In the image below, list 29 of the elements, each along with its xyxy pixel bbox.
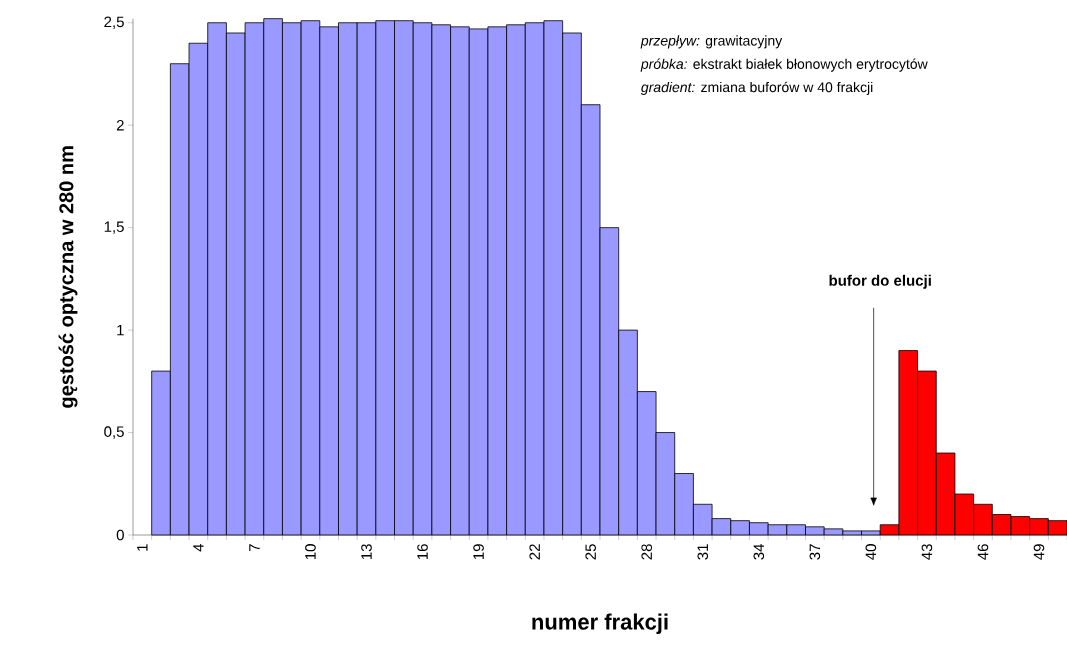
x-axis-title: numer frakcji <box>532 613 668 635</box>
x-tick-label: 43 <box>921 544 933 560</box>
x-tick-label: 25 <box>585 544 596 560</box>
x-tick-label: 4 <box>193 543 204 552</box>
x-tick-label: 28 <box>641 544 653 560</box>
x-tick-label: 31 <box>697 544 709 560</box>
x-tick-label: 10 <box>305 544 316 560</box>
x-tick-label: 19 <box>473 544 484 560</box>
x-tick-label: 49 <box>1033 544 1045 560</box>
x-tick-label: 37 <box>809 544 821 560</box>
annotation: przepływ: grawitacyjny <box>640 35 783 49</box>
x-tick-label: 34 <box>753 543 765 560</box>
x-tick-label: 40 <box>865 544 877 560</box>
x-tick-label: 7 <box>249 544 260 552</box>
y-tick-label: 1 <box>117 324 124 336</box>
annotation: gradient: zmiana buforów w 40 frakcji <box>640 81 873 95</box>
annotation: bufor do elucji <box>829 274 931 289</box>
x-tick-label: 22 <box>529 544 540 560</box>
x-tick-label: 16 <box>417 544 428 560</box>
x-tick-label: 46 <box>977 544 989 560</box>
y-tick-label: 2,5 <box>104 16 124 29</box>
y-tick-label: 0 <box>116 529 124 541</box>
y-tick-label: 1,5 <box>104 221 124 234</box>
y-axis-title: gęstość optyczna w 280 nm <box>58 146 78 408</box>
y-tick-label: 2 <box>116 119 124 131</box>
annotation: próbka: ekstrakt białek błonowych erytrocytów <box>640 58 928 72</box>
x-tick-label: 1 <box>137 544 148 551</box>
y-tick-label: 0,5 <box>104 426 124 439</box>
x-tick-label: 13 <box>361 544 372 560</box>
